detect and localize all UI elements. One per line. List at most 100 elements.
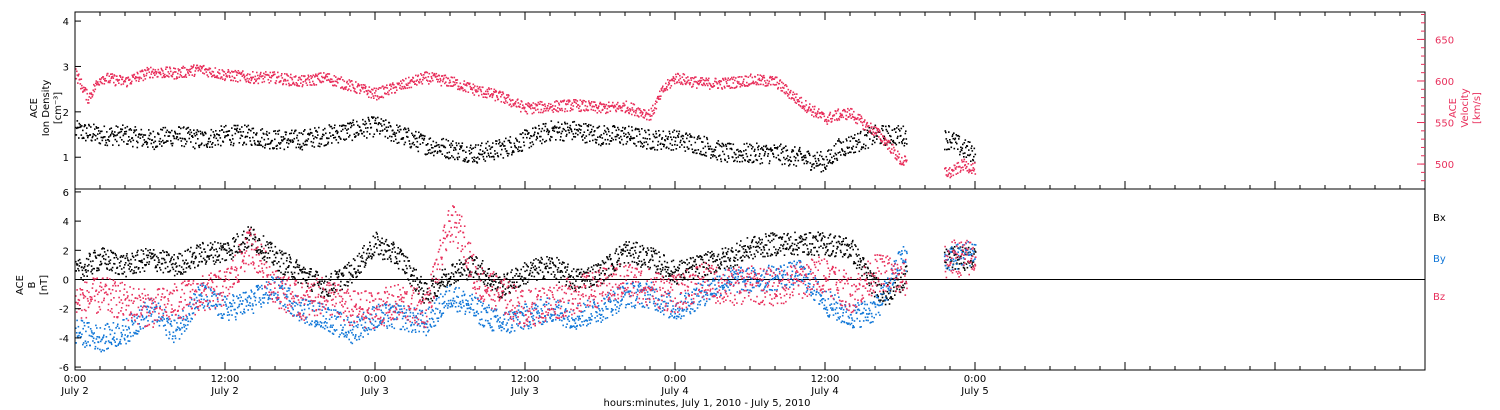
bx-series-point [458, 272, 460, 274]
velocity-series-point [837, 108, 840, 110]
bx-series-point [331, 289, 334, 291]
bx-series-point [201, 251, 203, 253]
velocity-series-point [200, 70, 202, 72]
density-series-point [278, 129, 281, 132]
bx-series-point [748, 248, 751, 250]
bx-series-point [645, 251, 648, 253]
density-series-point [296, 137, 298, 139]
velocity-series-point [362, 87, 364, 90]
velocity-series-point [348, 88, 350, 90]
velocity-series-point [719, 80, 721, 82]
velocity-series-point [631, 107, 634, 109]
density-series-point [631, 126, 633, 128]
bx-series-point [635, 262, 638, 264]
bx-series-point [436, 283, 439, 286]
velocity-series-point [367, 89, 370, 92]
bx-series-point [578, 273, 581, 275]
density-series-point [262, 145, 264, 148]
density-series-point [273, 147, 276, 149]
density-series-point [126, 143, 128, 145]
density-series-point [661, 138, 663, 140]
velocity-series-point [154, 69, 157, 71]
velocity-series-point [273, 73, 275, 76]
velocity-series-point [145, 69, 147, 72]
bx-series-point [84, 263, 86, 266]
density-series-point [623, 132, 625, 135]
bx-series-point [109, 259, 112, 261]
density-series-point [284, 137, 286, 140]
density-series-point [973, 155, 975, 158]
density-series-point [826, 158, 829, 161]
bx-series-point [614, 269, 617, 272]
bx-series-point [484, 279, 487, 282]
density-series-point [747, 145, 750, 148]
density-series-point [134, 130, 136, 132]
velocity-series-point [112, 77, 115, 79]
density-series-point [362, 123, 365, 125]
density-series-point [318, 142, 321, 145]
bx-series-point [237, 245, 240, 248]
density-series-point [117, 126, 119, 128]
velocity-series-point [182, 65, 185, 68]
velocity-series-point [798, 104, 800, 106]
velocity-series-point [399, 84, 402, 87]
velocity-series-point [444, 82, 446, 85]
density-series-point [103, 125, 106, 128]
bx-series-point [498, 282, 500, 284]
velocity-series-point [903, 164, 905, 166]
density-series-point [79, 126, 81, 129]
density-series-point [790, 160, 793, 163]
bx-series-point [285, 268, 287, 270]
velocity-series-point [954, 167, 957, 169]
bx-series-point [515, 273, 518, 275]
velocity-series-point [427, 80, 429, 82]
velocity-series-point [564, 108, 567, 110]
velocity-series-point [655, 107, 658, 110]
bx-series-point [605, 269, 608, 271]
velocity-series-point [887, 148, 889, 150]
density-series-point [393, 140, 395, 142]
bx-series-point [125, 275, 127, 278]
velocity-series-point [754, 76, 757, 78]
velocity-series-point [612, 105, 615, 108]
velocity-series-point [517, 102, 520, 104]
bx-series-point [354, 271, 357, 273]
bx-series-point [108, 269, 111, 271]
velocity-series-point [347, 83, 350, 85]
velocity-series-point [641, 111, 643, 113]
velocity-series-point [141, 69, 144, 72]
velocity-series-point [896, 155, 899, 158]
velocity-series-point [255, 80, 257, 83]
density-series-point [184, 137, 186, 140]
velocity-series-point [586, 105, 589, 108]
velocity-series-point [874, 132, 877, 134]
velocity-series-point [417, 75, 419, 78]
velocity-series-point [118, 82, 120, 84]
bx-series-point [743, 251, 746, 254]
bx-series-point [382, 258, 384, 261]
velocity-series-point [449, 81, 452, 84]
velocity-series-point [777, 88, 779, 90]
bx-series-point [673, 271, 675, 274]
bx-series-point [561, 271, 564, 273]
density-series-point [797, 154, 799, 157]
velocity-series-point [692, 85, 694, 88]
density-series-point [966, 145, 969, 147]
density-series-point [125, 130, 128, 133]
density-series-point [725, 143, 727, 146]
bx-series-point [164, 267, 167, 270]
density-series-point [213, 133, 216, 136]
velocity-series-point [520, 110, 522, 113]
velocity-series-point [175, 77, 178, 80]
velocity-series-point [268, 74, 270, 77]
bx-series-point [403, 255, 405, 257]
density-series-point [749, 159, 752, 161]
velocity-series-point [684, 82, 687, 85]
density-series-point [957, 148, 959, 150]
bx-series-point [606, 256, 608, 258]
density-series-point [614, 135, 617, 138]
density-series-point [969, 141, 971, 143]
bx-series-point [217, 259, 220, 261]
density-series-point [614, 126, 616, 128]
velocity-series-point [551, 109, 554, 112]
